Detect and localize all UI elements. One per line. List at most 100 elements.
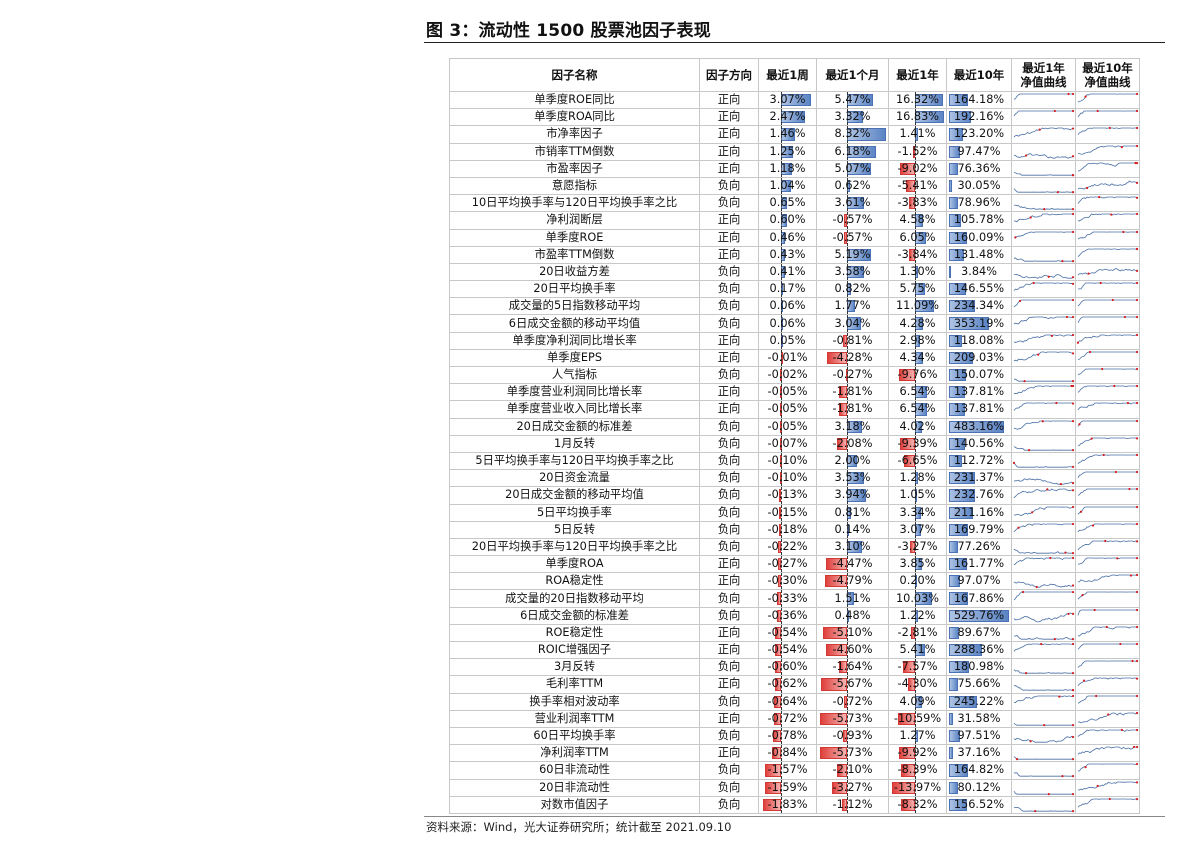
sparkline-marker <box>1093 608 1096 611</box>
return-y1: -7.57% <box>888 658 947 677</box>
sparkline-marker <box>1135 711 1139 714</box>
data-bar <box>823 626 848 639</box>
source-divider <box>424 816 1165 817</box>
sparkline-marker <box>1135 591 1139 594</box>
data-bar <box>949 403 965 416</box>
zero-axis <box>780 401 782 418</box>
return-m1: 1.51% <box>816 589 889 608</box>
sparkline-path <box>1077 385 1138 393</box>
zero-axis <box>915 694 917 710</box>
sparkline-1year <box>1011 194 1076 213</box>
sparkline-1year <box>1011 142 1076 161</box>
zero-axis <box>915 745 917 761</box>
sparkline-1year <box>1011 400 1076 419</box>
sparkline-1year <box>1011 176 1076 196</box>
sparkline-marker <box>1071 792 1075 795</box>
sparkline-10year <box>1075 795 1140 814</box>
return-w1: -0.36% <box>758 606 817 625</box>
data-bar <box>820 678 848 691</box>
return-y10: 234.34% <box>946 297 1012 316</box>
return-y1: -4.30% <box>888 675 947 694</box>
sparkline-marker <box>1135 161 1139 164</box>
sparkline-path <box>1013 152 1074 159</box>
return-value: 2.00% <box>834 454 871 468</box>
return-y10: 209.03% <box>946 348 1012 368</box>
return-w1: -0.22% <box>758 537 817 557</box>
sparkline-marker <box>1135 181 1139 184</box>
data-bar <box>891 781 916 794</box>
sparkline-10year <box>1075 726 1140 746</box>
data-bar <box>902 661 916 674</box>
factor-direction: 正向 <box>699 640 759 660</box>
return-value: 6.54% <box>899 385 936 399</box>
return-y1: 4.09% <box>888 692 947 711</box>
sparkline-path <box>1013 273 1074 279</box>
zero-axis <box>915 401 917 418</box>
return-y10: 118.08% <box>946 331 1012 350</box>
sparkline-chart <box>1077 436 1139 447</box>
sparkline-marker <box>1105 625 1108 628</box>
sparkline-chart <box>1077 574 1139 583</box>
sparkline-10year <box>1075 778 1140 797</box>
return-m1: 0.81% <box>816 503 889 522</box>
zero-axis <box>847 762 849 778</box>
sparkline-marker <box>1053 110 1056 113</box>
data-bar <box>949 626 960 639</box>
return-value: 231.37% <box>953 471 1005 485</box>
data-bar <box>909 540 916 554</box>
sparkline-path <box>1077 643 1138 650</box>
sparkline-chart <box>1013 316 1075 325</box>
data-bar <box>949 386 965 399</box>
return-w1: -0.64% <box>758 692 817 711</box>
sparkline-1year <box>1011 709 1076 728</box>
sparkline-10year <box>1075 297 1140 316</box>
sparkline-chart <box>1077 180 1139 190</box>
data-bar <box>949 231 968 244</box>
return-value: -9.92% <box>897 746 938 760</box>
return-m1: -4.28% <box>816 348 889 368</box>
sparkline-marker <box>1049 556 1052 560</box>
sparkline-10year <box>1075 537 1140 557</box>
return-w1: 0.65% <box>758 194 817 213</box>
data-bar <box>901 764 916 777</box>
return-y1: -9.02% <box>888 159 947 178</box>
zero-axis <box>915 659 917 675</box>
data-bar <box>949 661 970 674</box>
return-y1: 1.41% <box>888 125 947 144</box>
return-value: 0.48% <box>834 608 871 622</box>
return-value: -0.05% <box>767 385 808 399</box>
return-m1: 6.18% <box>816 142 889 161</box>
sparkline-marker <box>1071 723 1075 727</box>
return-y1: 6.54% <box>888 400 947 419</box>
return-value: 161.77% <box>953 557 1005 571</box>
return-value: 288.36% <box>953 643 1005 657</box>
return-y10: 353.19% <box>946 314 1012 333</box>
sparkline-marker <box>1098 196 1101 199</box>
table-row: 5日平均换手率与120日平均换手率之比 负向 -0.10% 2.00% -6.65% 11… <box>449 451 1140 471</box>
return-w1: -0.72% <box>758 709 817 728</box>
table-row: 20日成交金额的移动平均值 负向 -0.13% 3.94% 1.05% 232.76% <box>449 486 1140 505</box>
factor-name: 净利润率TTM <box>449 744 700 763</box>
zero-axis <box>915 126 917 143</box>
data-bar <box>772 729 781 743</box>
sparkline-marker <box>1135 505 1139 508</box>
sparkline-chart <box>1076 333 1139 344</box>
return-y1: -9.76% <box>888 365 947 385</box>
sparkline-chart <box>1013 351 1075 362</box>
sparkline-1year <box>1011 503 1076 522</box>
return-m1: 0.62% <box>816 176 889 196</box>
return-w1: 0.05% <box>758 331 817 350</box>
sparkline-chart <box>1013 722 1075 727</box>
return-w1: -0.13% <box>758 486 817 505</box>
sparkline-chart <box>1077 660 1139 669</box>
return-y1: -3.84% <box>888 245 947 264</box>
return-value: 76.36% <box>957 161 1001 175</box>
return-y10: 146.55% <box>946 280 1012 299</box>
sparkline-1year <box>1011 348 1076 368</box>
zero-axis <box>780 590 782 607</box>
return-m1: 3.32% <box>816 108 889 127</box>
zero-axis <box>847 728 849 744</box>
sparkline-1year <box>1011 451 1076 471</box>
data-bar <box>949 729 960 743</box>
factor-direction: 负向 <box>699 469 759 488</box>
